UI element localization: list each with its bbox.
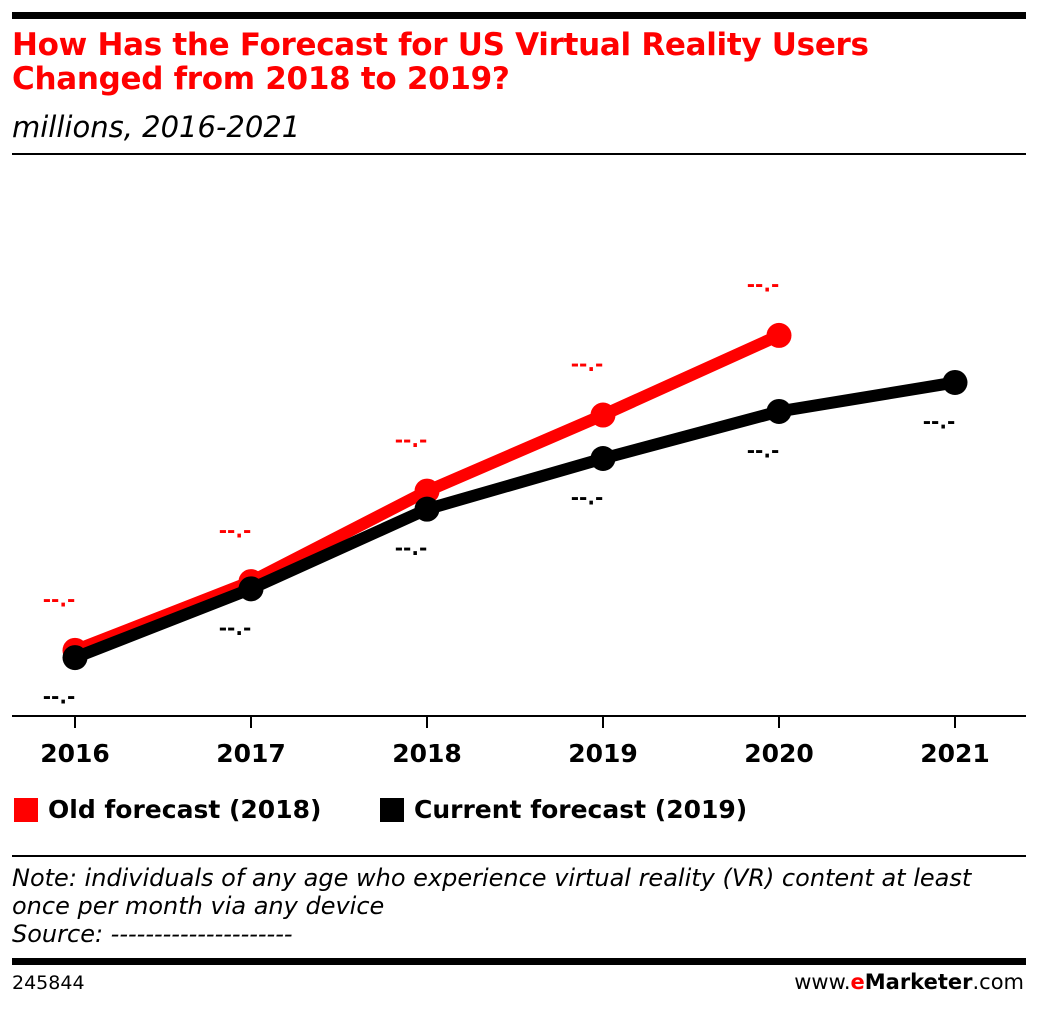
- chart-subtitle: millions, 2016-2021: [12, 110, 301, 144]
- data-label: --.-: [571, 352, 604, 376]
- brand-prefix: www.: [794, 970, 851, 994]
- data-point: [238, 576, 264, 602]
- legend-label-old: Old forecast (2018): [48, 795, 322, 824]
- data-label: --.-: [395, 428, 428, 452]
- bottom-rule: [12, 958, 1026, 965]
- data-point: [590, 446, 616, 471]
- line-chart: 2016 2017 2018 2019 2020 2021 --.---.---.---.…: [12, 272, 1026, 768]
- brand-suffix: .com: [972, 970, 1024, 994]
- legend-swatch-current: [380, 797, 404, 822]
- data-label: --.-: [747, 438, 780, 462]
- brand-url: www.eMarketer.com: [794, 970, 1024, 994]
- data-label: --.-: [219, 616, 252, 640]
- brand-e: e: [850, 970, 865, 994]
- footer-divider: [12, 855, 1026, 857]
- data-point: [414, 496, 440, 522]
- data-point: [62, 645, 88, 671]
- x-axis: 2016 2017 2018 2019 2020 2021: [12, 715, 1026, 768]
- brand-name: Marketer: [864, 970, 973, 994]
- data-point: [942, 369, 968, 395]
- x-tick-label: 2020: [744, 739, 814, 768]
- data-label: --.-: [395, 536, 428, 560]
- top-rule: [12, 12, 1026, 19]
- data-label: --.-: [219, 519, 252, 543]
- x-tick-label: 2017: [216, 739, 286, 768]
- data-point: [766, 322, 792, 348]
- legend-label-current: Current forecast (2019): [414, 795, 748, 824]
- legend-old: Old forecast (2018): [14, 795, 321, 824]
- legend-current: Current forecast (2019): [380, 795, 747, 824]
- chart-id: 245844: [12, 972, 85, 994]
- data-point: [590, 402, 616, 428]
- data-label: --.-: [43, 587, 76, 611]
- x-tick-label: 2021: [920, 739, 990, 768]
- data-label: --.-: [923, 409, 956, 433]
- x-tick-label: 2018: [392, 739, 462, 768]
- legend-swatch-old: [14, 797, 38, 822]
- note-text: Note: individuals of any age who experie…: [12, 864, 972, 920]
- x-tick-label: 2016: [40, 739, 110, 768]
- header-divider: [12, 153, 1026, 155]
- data-point: [414, 478, 440, 504]
- data-label: --.-: [571, 486, 604, 510]
- x-tick-label: 2019: [568, 739, 638, 768]
- data-labels: --.- --.- --.- --.- --.- --.- --.- --.- --.- --.-…: [43, 272, 956, 708]
- data-label: --.-: [43, 685, 76, 709]
- data-point: [766, 398, 792, 424]
- chart-title: How Has the Forecast for US Virtual Real…: [12, 27, 869, 97]
- series-line: [72, 376, 956, 664]
- source-text: Source: ---------------------: [12, 920, 293, 948]
- series-layer: [62, 322, 968, 671]
- footnote: Note: individuals of any age who experie…: [12, 864, 1022, 948]
- data-label: --.-: [747, 272, 780, 296]
